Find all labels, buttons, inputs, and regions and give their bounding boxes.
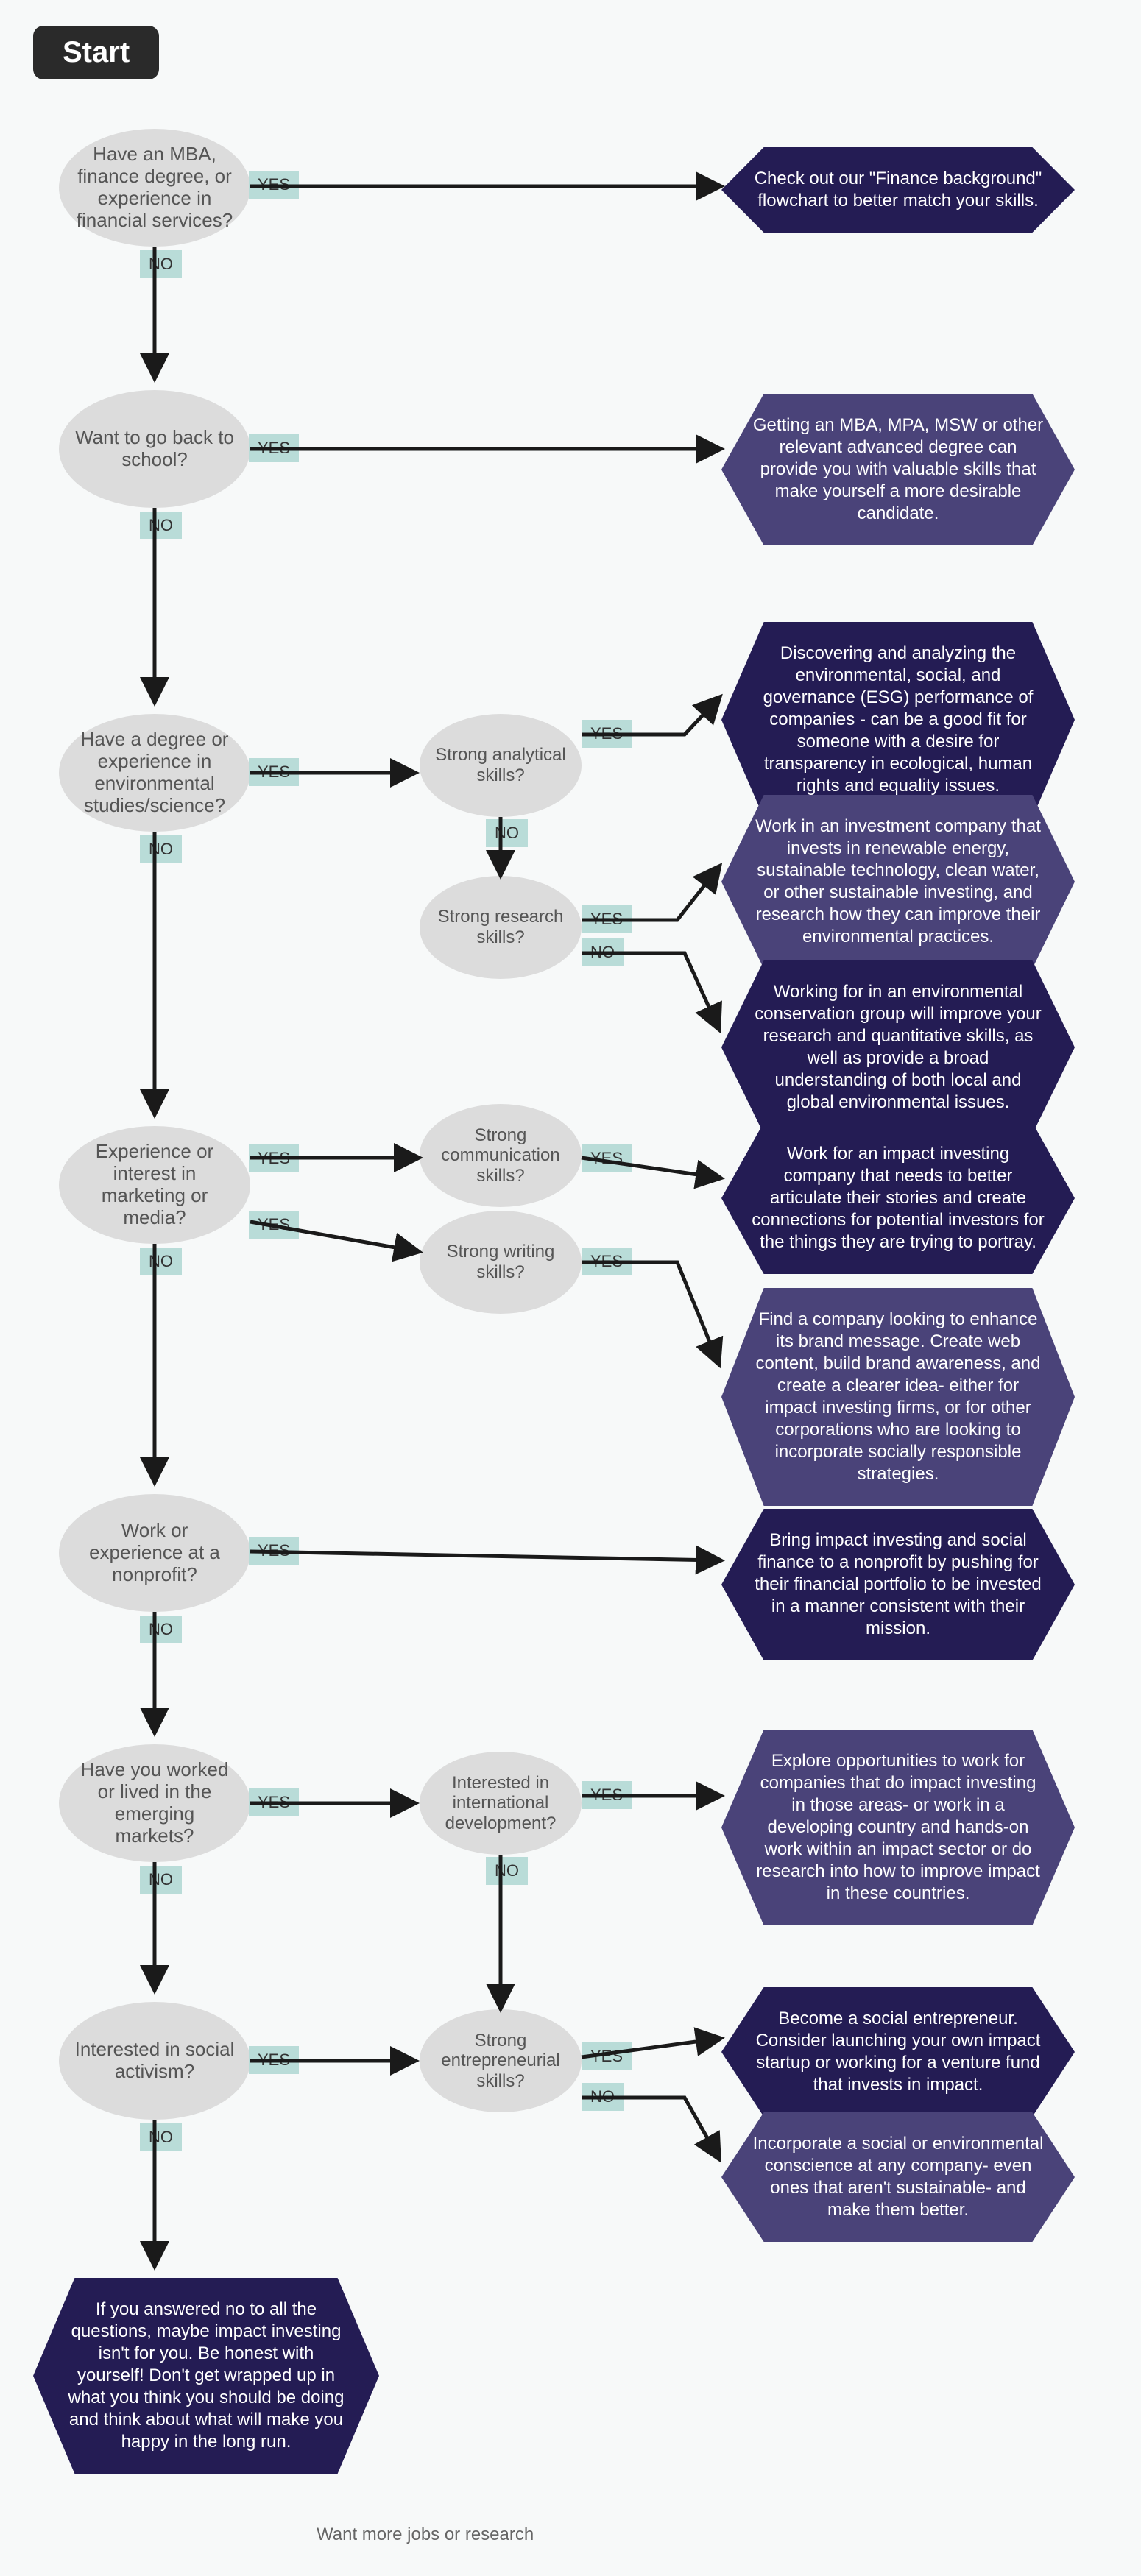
decision-q1: Have an MBA, finance degree, or experien… [59, 129, 250, 247]
tag-q4b-yes: YES [582, 1248, 632, 1275]
footer-text: Want more jobs or research [317, 2524, 534, 2545]
tag-q5-no: NO [140, 1616, 182, 1643]
tag-q6a-yes: YES [582, 1781, 632, 1809]
tag-q3-no: NO [140, 835, 182, 863]
tag-q4-yes-b: YES [249, 1211, 299, 1239]
outcome-o11: Incorporate a social or environmental co… [721, 2112, 1075, 2242]
tag-q3a-no: NO [486, 819, 528, 847]
decision-q6a: Interested in international development? [420, 1752, 582, 1855]
tag-q2-no: NO [140, 512, 182, 539]
tag-q1-yes: YES [249, 171, 299, 199]
decision-q6: Have you worked or lived in the emerging… [59, 1744, 250, 1862]
tag-q5-yes: YES [249, 1537, 299, 1565]
tag-q1-no: NO [140, 250, 182, 278]
decision-q4b: Strong writing skills? [420, 1211, 582, 1314]
decision-q3b: Strong research skills? [420, 876, 582, 979]
tag-q6a-no: NO [486, 1857, 528, 1885]
decision-q3a: Strong analytical skills? [420, 714, 582, 817]
tag-q3b-yes: YES [582, 905, 632, 933]
tag-q6-no: NO [140, 1866, 182, 1894]
tag-q7-no: NO [140, 2123, 182, 2151]
decision-q2: Want to go back to school? [59, 390, 250, 508]
outcome-o6: Work for an impact investing company tha… [721, 1122, 1075, 1274]
tag-q6-yes: YES [249, 1788, 299, 1816]
outcome-o7: Find a company looking to enhance its br… [721, 1288, 1075, 1506]
outcome-o2: Getting an MBA, MPA, MSW or other releva… [721, 394, 1075, 545]
outcome-o5: Working for in an environmental conserva… [721, 960, 1075, 1134]
tag-q4-yes-a: YES [249, 1144, 299, 1172]
decision-q4a: Strong communication skills? [420, 1104, 582, 1207]
decision-q5: Work or experience at a nonprofit? [59, 1494, 250, 1612]
outcome-o12: If you answered no to all the questions,… [33, 2278, 379, 2474]
decision-q3: Have a degree or experience in environme… [59, 714, 250, 832]
tag-q3a-yes: YES [582, 720, 632, 748]
tag-q4-no: NO [140, 1248, 182, 1275]
decision-q7: Interested in social activism? [59, 2002, 250, 2120]
tag-q3-yes: YES [249, 758, 299, 786]
tag-q3b-no: NO [582, 938, 624, 966]
outcome-o3: Discovering and analyzing the environmen… [721, 622, 1075, 818]
tag-q7a-no: NO [582, 2083, 624, 2111]
tag-q4a-yes: YES [582, 1144, 632, 1172]
outcome-o8: Bring impact investing and social financ… [721, 1509, 1075, 1660]
outcome-o9: Explore opportunities to work for compan… [721, 1730, 1075, 1925]
decision-q4: Experience or interest in marketing or m… [59, 1126, 250, 1244]
tag-q2-yes: YES [249, 434, 299, 462]
start-box: Start [33, 26, 159, 79]
decision-q7a: Strong entrepreneurial skills? [420, 2009, 582, 2112]
outcome-o4: Work in an investment company that inves… [721, 795, 1075, 969]
outcome-o1: Check out our "Finance background" flowc… [721, 147, 1075, 233]
outcome-o10: Become a social entrepreneur. Consider l… [721, 1987, 1075, 2117]
tag-q7a-yes: YES [582, 2042, 632, 2070]
tag-q7-yes: YES [249, 2046, 299, 2074]
